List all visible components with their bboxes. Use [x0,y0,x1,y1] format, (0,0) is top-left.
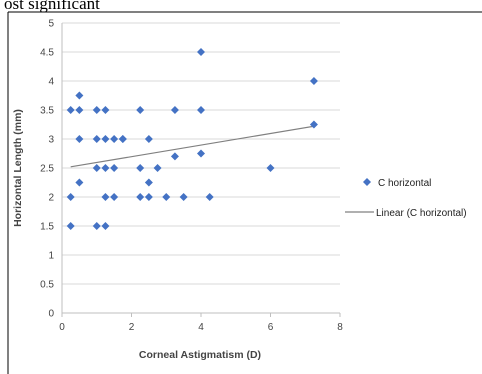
y-tick-label: 1.5 [40,222,54,233]
data-point [144,135,153,143]
data-point [309,120,318,129]
data-point [66,222,75,230]
data-point [309,77,318,85]
data-point [110,135,119,143]
y-tick-label: 4.5 [40,48,54,59]
x-tick-label: 4 [198,322,204,333]
data-point [144,193,153,201]
legend-marker-diamond [363,178,371,186]
data-point [170,106,179,114]
x-tick-label: 0 [59,322,65,333]
data-point [110,193,119,201]
data-point [75,106,84,114]
y-tick-label: 3 [48,135,54,146]
data-point [101,164,110,172]
y-tick-label: 0 [48,309,54,320]
y-tick-label: 4 [48,77,54,88]
data-point [118,135,127,143]
data-point [75,135,84,143]
y-tick-label: 2 [48,193,54,204]
data-point [92,164,101,172]
x-tick-label: 6 [268,322,274,333]
x-tick-label: 2 [129,322,135,333]
trendline [70,125,315,168]
data-point [101,193,110,201]
data-point [197,149,205,158]
data-point [101,222,110,230]
data-point [197,48,205,56]
data-point [162,193,171,201]
data-point [144,178,153,187]
y-tick-label: 3.5 [40,106,54,117]
trendline-layer [70,125,315,168]
y-tick-label: 5 [48,19,54,30]
data-point [101,106,110,114]
data-point [170,152,179,161]
data-point [110,164,119,172]
data-point [197,106,205,114]
data-point [136,164,145,172]
y-tick-label: 1 [48,251,54,262]
data-point [179,193,188,201]
legend-label-trendline: Linear (C horizontal) [376,208,467,219]
data-point [266,164,275,172]
legend: C horizontal Linear (C horizontal) [345,178,467,219]
data-point [101,135,110,143]
data-point [75,178,84,187]
data-point [136,193,145,201]
x-axis-title: Corneal Astigmatism (D) [139,349,261,361]
legend-label-series: C horizontal [378,178,431,189]
x-tick-label: 8 [337,322,343,333]
y-axis-title: Horizontal Length (mm) [12,109,24,227]
data-point [92,222,101,230]
data-point [66,193,75,201]
data-point [153,164,162,172]
y-tick-label: 0.5 [40,280,54,291]
caption-fragment: ost significant [4,0,100,13]
data-point [136,106,145,114]
axes [61,23,341,317]
data-point [75,91,84,100]
tick-labels: 0 0.5 1 1.5 2 2.5 3 3.5 4 4.5 5 0 2 4 6 8 [40,19,343,334]
data-point [92,106,101,114]
data-point [66,106,75,114]
data-point [205,193,214,201]
data-point [92,135,101,143]
data-points [66,48,318,230]
y-tick-label: 2.5 [40,164,54,175]
